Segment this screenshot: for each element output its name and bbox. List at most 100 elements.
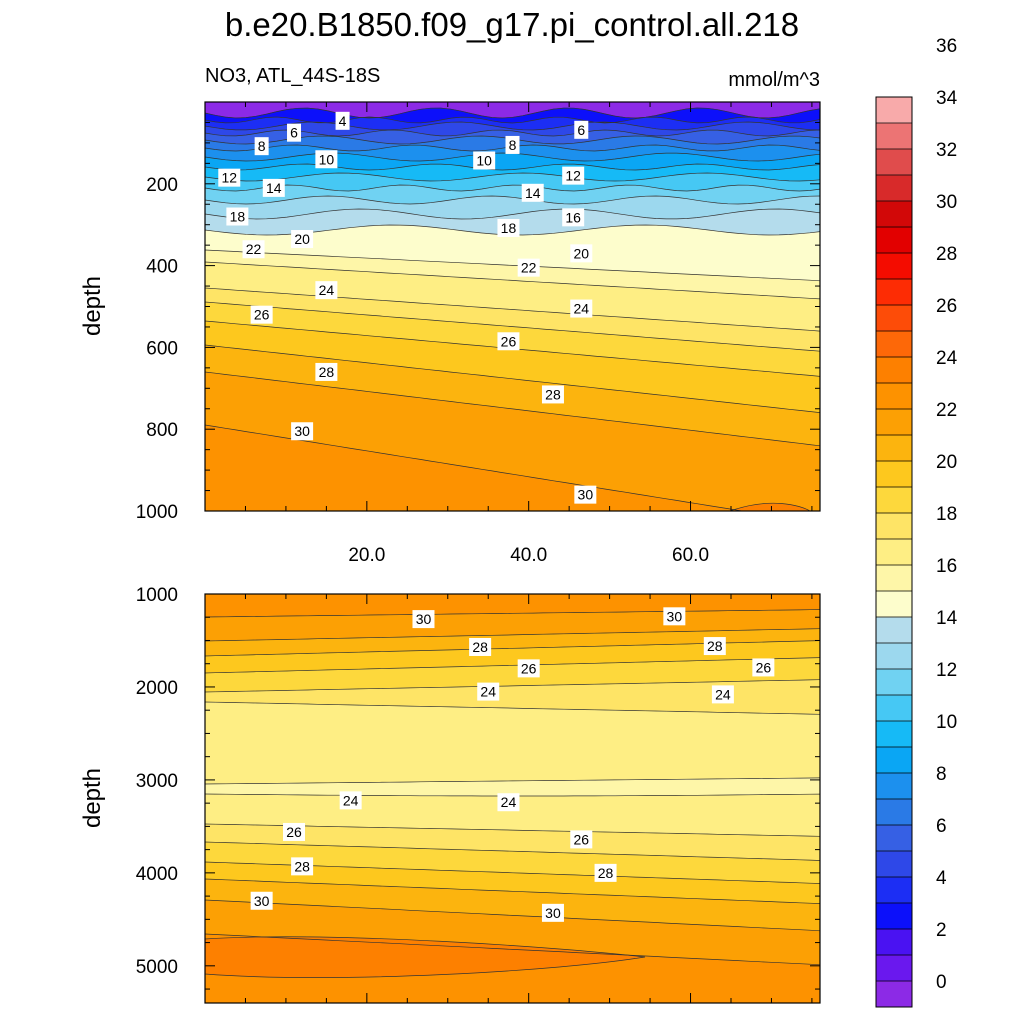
contour-label: 26	[570, 830, 593, 849]
contour-label-box	[250, 305, 273, 324]
colorbar-label: 16	[936, 556, 957, 577]
colorbar-swatch	[876, 903, 912, 930]
contour-label-box	[412, 610, 435, 629]
contour-label-text: 24	[501, 794, 517, 810]
contour-label-text: 30	[578, 487, 594, 503]
contour-label: 4	[335, 111, 350, 130]
colorbar-swatch	[876, 357, 912, 384]
colorbar-label: 22	[936, 400, 957, 421]
contour-label-text: 20	[573, 245, 589, 261]
contour-label: 20	[291, 230, 314, 249]
contour-label: 6	[287, 123, 302, 142]
colorbar-label: 34	[936, 88, 958, 109]
lower-y-tick-label: 1000	[136, 585, 178, 606]
lower-plot-frame	[204, 593, 821, 1004]
colorbar-swatch	[876, 955, 912, 982]
contour-label: 28	[594, 863, 617, 882]
contour-label-box	[315, 281, 338, 300]
lower-contour-line	[205, 628, 820, 642]
lower-contour-line	[205, 899, 820, 932]
lower-contour-line	[205, 823, 820, 837]
upper-contour-labels: 4 6 6 8 8 10 10 12 12 14 14 16 18 18 20 20 22 22 24 24 26 26 2…	[218, 111, 597, 504]
contour-label: 12	[562, 166, 585, 185]
contour-label-text: 30	[254, 893, 270, 909]
lower-deep-max-region	[205, 936, 646, 978]
upper-contour-line	[205, 344, 820, 413]
colorbar-swatch	[876, 747, 912, 774]
contour-label: 16	[562, 208, 585, 227]
contour-label: 30	[541, 903, 564, 922]
upper-contour-line	[205, 208, 820, 220]
lower-contour-labels: 30 30 28 28 26 26 24 24 24 24 26 26 28 28 30 30	[250, 607, 775, 922]
colorbar-swatch	[876, 565, 912, 592]
colorbar-label: 0	[936, 972, 947, 993]
contour-label-box	[663, 607, 686, 626]
colorbar-swatch	[876, 513, 912, 540]
upper-y-tick-label: 800	[146, 420, 178, 441]
colorbar-swatch	[876, 123, 912, 150]
lower-contour-line	[205, 933, 820, 966]
contour-label-box	[517, 258, 540, 277]
contour-label-text: 30	[667, 608, 683, 624]
contour-label: 20	[570, 244, 593, 263]
colorbar-swatch	[876, 487, 912, 514]
contour-label-text: 30	[294, 423, 310, 439]
colorbar-swatch	[876, 825, 912, 852]
contour-label-box	[752, 658, 775, 677]
contour-label-box	[477, 682, 500, 701]
contour-label: 30	[412, 610, 435, 629]
lower-axis-ticks: 1000 2000 3000 4000 5000	[136, 585, 820, 1003]
contour-label-box	[226, 207, 249, 226]
contour-label-box	[283, 822, 306, 841]
colorbar-swatch	[876, 721, 912, 748]
contour-label-box	[497, 793, 520, 812]
colorbar-swatch	[876, 591, 912, 618]
contour-label-box	[594, 863, 617, 882]
colorbar-swatch	[876, 279, 912, 306]
contour-label: 10	[473, 151, 496, 170]
contour-label-box	[287, 123, 302, 142]
contour-label: 24	[711, 685, 734, 704]
upper-contour-line	[205, 261, 820, 300]
contour-label: 6	[574, 120, 589, 139]
contour-label-text: 8	[509, 137, 517, 153]
contour-label-box	[570, 244, 593, 263]
colorbar-label: 38	[936, 0, 957, 5]
contour-label-box	[574, 485, 597, 504]
upper-contour-line	[205, 121, 820, 131]
chart-title: b.e20.B1850.f09_g17.pi_control.all.218	[225, 6, 799, 43]
contour-label-text: 6	[577, 122, 585, 138]
contour-label-box	[262, 178, 285, 197]
contour-label-text: 18	[501, 220, 517, 236]
colorbar-swatch	[876, 695, 912, 722]
colorbar-frame	[875, 96, 913, 1008]
contour-label-text: 20	[294, 231, 310, 247]
contour-label: 30	[291, 422, 314, 441]
contour-label-text: 8	[258, 138, 266, 154]
upper-y-axis-label: depth	[79, 276, 106, 336]
contour-label-text: 28	[545, 386, 561, 402]
lower-contour-line	[205, 777, 820, 785]
upper-contour-line	[205, 371, 820, 447]
contour-label-text: 12	[221, 170, 237, 186]
contour-label-box	[473, 151, 496, 170]
contour-label: 8	[505, 135, 520, 154]
contour-label-box	[497, 218, 520, 237]
contour-label-text: 26	[501, 333, 517, 349]
contour-label: 10	[315, 150, 338, 169]
contour-label: 30	[250, 891, 273, 910]
contour-label-box	[711, 685, 734, 704]
lower-contour-lines	[205, 609, 820, 966]
contour-label-text: 10	[319, 151, 335, 167]
contour-label-box	[570, 830, 593, 849]
left-subtitle: NO3, ATL_44S-18S	[205, 65, 380, 87]
upper-contour-line	[205, 163, 820, 171]
contour-label-text: 24	[343, 792, 359, 808]
colorbar-swatch	[876, 617, 912, 644]
lower-panel: 30 30 28 28 26 26 24 24 24 24 26 26 28 28 30 30 1000 200…	[79, 585, 821, 1004]
colorbar-swatch	[876, 409, 912, 436]
colorbar-label: 30	[936, 192, 957, 213]
lower-y-tick-label: 3000	[136, 771, 178, 792]
colorbar-label: 24	[936, 348, 958, 369]
